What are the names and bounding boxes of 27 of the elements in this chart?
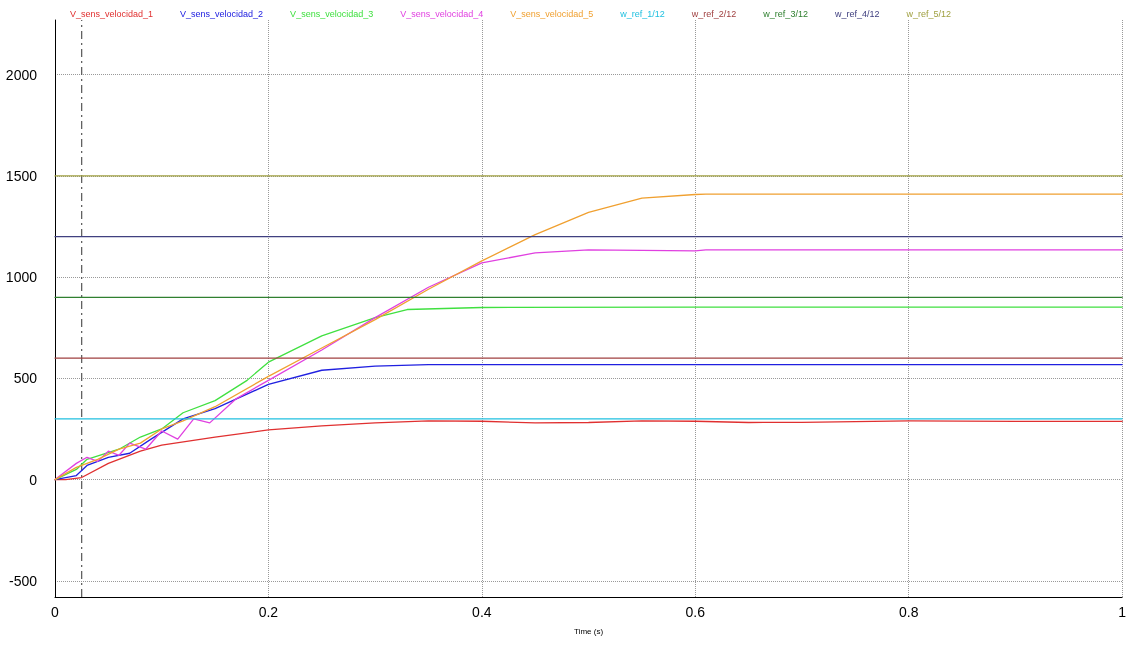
text: V_sens_velocidad_1	[70, 9, 154, 19]
text: w_ref_3/12	[762, 9, 808, 19]
text: w_ref_5/12	[905, 9, 951, 19]
x-tick-label: 0	[51, 604, 60, 620]
y-tick-label: 1000	[5, 269, 38, 286]
x-tick-label: 0.4	[472, 604, 492, 620]
y-tick-label: 1500	[5, 167, 38, 184]
x-tick-label: 0.8	[898, 604, 919, 620]
line-series	[54, 193, 1123, 481]
y-tick-label: -500	[8, 572, 38, 589]
text: w_ref_4/12	[833, 9, 880, 19]
text: V_sens_velocidad_2	[180, 9, 264, 19]
x-tick-label: 0.6	[685, 604, 706, 620]
text: V_sens_velocidad_5	[510, 9, 594, 19]
y-tick-label: 2000	[5, 66, 38, 83]
line-series	[54, 249, 1123, 481]
line-series	[54, 363, 1123, 481]
x-axis-title: Time (s)	[574, 626, 604, 636]
text: V_sens_velocidad_4	[400, 9, 484, 19]
y-tick-label: 500	[13, 370, 38, 387]
x-tick-label: 0.2	[258, 604, 279, 620]
line-series	[54, 306, 1123, 481]
text: w_ref_2/12	[690, 9, 737, 19]
x-tick-label: 1	[1118, 604, 1127, 620]
text: w_ref_1/12	[619, 9, 665, 19]
text: V_sens_velocidad_3	[290, 9, 374, 19]
y-tick-label: 0	[29, 471, 38, 488]
